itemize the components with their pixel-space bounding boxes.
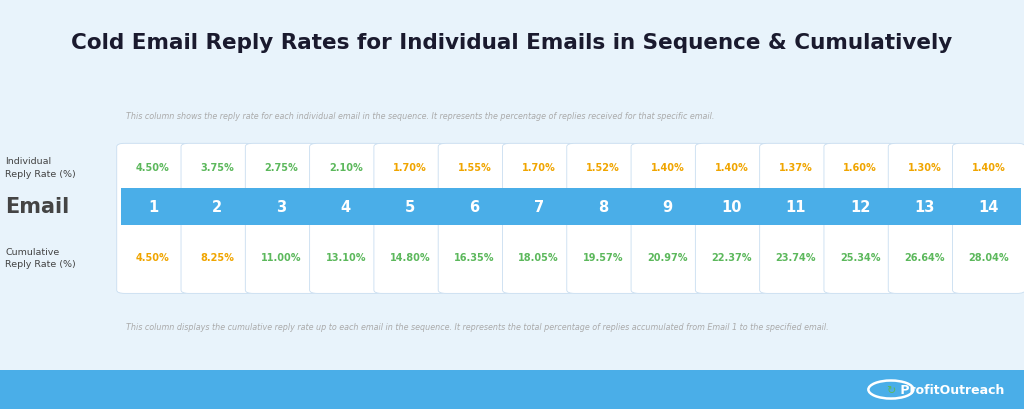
Text: 1.30%: 1.30%	[907, 163, 941, 173]
Text: ProfitOutreach: ProfitOutreach	[896, 383, 1005, 396]
Text: 13: 13	[914, 199, 935, 214]
Text: 9: 9	[663, 199, 673, 214]
FancyBboxPatch shape	[695, 144, 768, 294]
Text: Cold Email Reply Rates for Individual Emails in Sequence & Cumulatively: Cold Email Reply Rates for Individual Em…	[72, 33, 952, 53]
FancyBboxPatch shape	[181, 144, 254, 294]
Text: 14.80%: 14.80%	[390, 253, 430, 263]
Text: 1.55%: 1.55%	[458, 163, 492, 173]
Text: 26.64%: 26.64%	[904, 253, 945, 263]
FancyBboxPatch shape	[121, 188, 1021, 225]
Text: 19.57%: 19.57%	[583, 253, 624, 263]
Text: This column displays the cumulative reply rate up to each email in the sequence.: This column displays the cumulative repl…	[126, 323, 828, 332]
Text: 14: 14	[979, 199, 999, 214]
Text: 4: 4	[341, 199, 351, 214]
Bar	[0, 370, 1024, 409]
FancyBboxPatch shape	[760, 144, 833, 294]
Text: 12: 12	[850, 199, 870, 214]
Text: Individual
Reply Rate (%): Individual Reply Rate (%)	[5, 157, 76, 178]
Text: 4.50%: 4.50%	[136, 253, 170, 263]
Text: 13.10%: 13.10%	[326, 253, 367, 263]
Text: This column shows the reply rate for each individual email in the sequence. It r: This column shows the reply rate for eac…	[126, 112, 715, 121]
FancyBboxPatch shape	[824, 144, 896, 294]
Text: 16.35%: 16.35%	[455, 253, 495, 263]
Text: 10: 10	[721, 199, 741, 214]
Text: 3.75%: 3.75%	[201, 163, 234, 173]
Text: 8.25%: 8.25%	[201, 253, 234, 263]
Text: 1.37%: 1.37%	[779, 163, 813, 173]
FancyBboxPatch shape	[117, 144, 189, 294]
Text: 2.75%: 2.75%	[264, 163, 298, 173]
FancyBboxPatch shape	[952, 144, 1024, 294]
Text: 1: 1	[147, 199, 158, 214]
Text: 28.04%: 28.04%	[969, 253, 1009, 263]
Text: 1.40%: 1.40%	[972, 163, 1006, 173]
FancyBboxPatch shape	[888, 144, 961, 294]
FancyBboxPatch shape	[374, 144, 446, 294]
Text: 6: 6	[469, 199, 479, 214]
Text: 4.50%: 4.50%	[136, 163, 170, 173]
Text: Email: Email	[5, 197, 70, 216]
Text: 7: 7	[534, 199, 544, 214]
Text: Cumulative
Reply Rate (%): Cumulative Reply Rate (%)	[5, 247, 76, 268]
FancyBboxPatch shape	[246, 144, 317, 294]
Text: 2.10%: 2.10%	[329, 163, 362, 173]
Text: 25.34%: 25.34%	[840, 253, 881, 263]
FancyBboxPatch shape	[438, 144, 511, 294]
FancyBboxPatch shape	[309, 144, 382, 294]
Text: 18.05%: 18.05%	[518, 253, 559, 263]
Text: 8: 8	[598, 199, 608, 214]
Text: 11: 11	[785, 199, 806, 214]
FancyBboxPatch shape	[567, 144, 639, 294]
Text: 20.97%: 20.97%	[647, 253, 687, 263]
FancyBboxPatch shape	[631, 144, 703, 294]
Text: 3: 3	[276, 199, 287, 214]
Text: 1.52%: 1.52%	[586, 163, 620, 173]
Text: 1.70%: 1.70%	[393, 163, 427, 173]
Text: 22.37%: 22.37%	[712, 253, 752, 263]
Text: 1.70%: 1.70%	[522, 163, 556, 173]
Text: 11.00%: 11.00%	[261, 253, 302, 263]
Text: 2: 2	[212, 199, 222, 214]
Text: 1.60%: 1.60%	[844, 163, 878, 173]
Text: 23.74%: 23.74%	[775, 253, 816, 263]
Text: 5: 5	[406, 199, 416, 214]
Text: ↻: ↻	[886, 384, 896, 395]
Text: 1.40%: 1.40%	[650, 163, 684, 173]
FancyBboxPatch shape	[503, 144, 575, 294]
Text: 1.40%: 1.40%	[715, 163, 749, 173]
FancyBboxPatch shape	[121, 188, 1021, 225]
